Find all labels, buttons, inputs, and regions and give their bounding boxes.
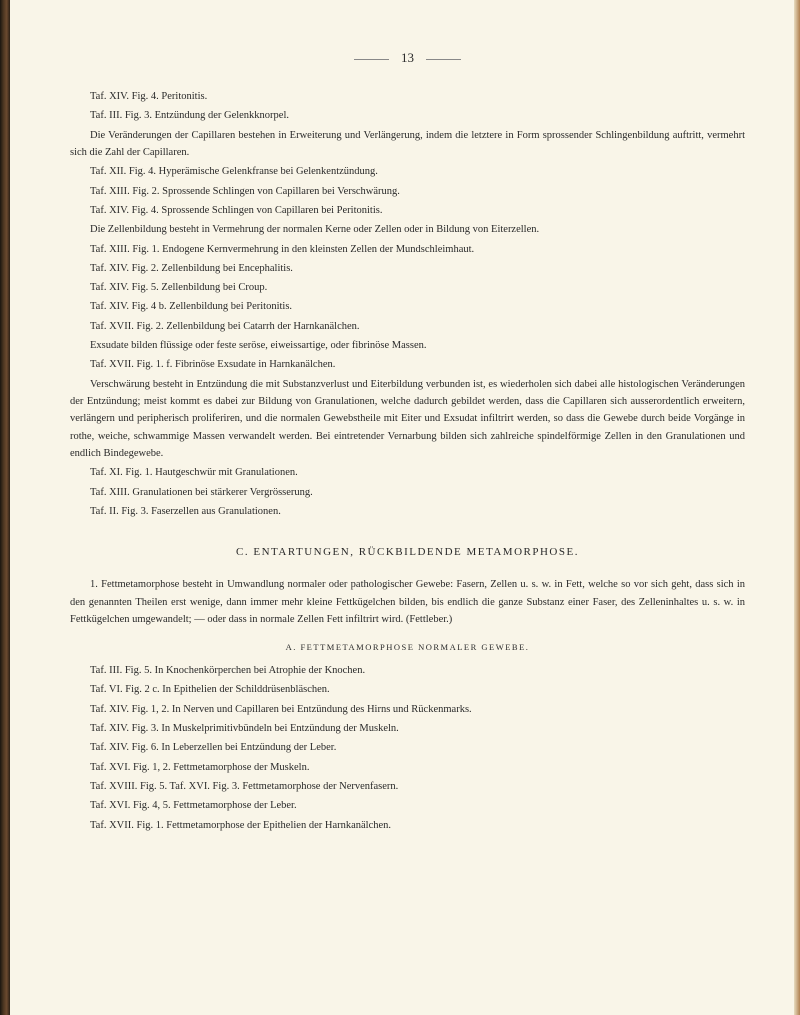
text-line: Taf. XIV. Fig. 4. Peritonitis. <box>70 88 745 105</box>
list-item: Taf. XVI. Fig. 4, 5. Fettmetamorphose de… <box>70 797 745 814</box>
list-item: Taf. VI. Fig. 2 c. In Epithelien der Sch… <box>70 681 745 698</box>
text-line: Taf. II. Fig. 3. Faserzellen aus Granula… <box>70 503 745 520</box>
list-item: Taf. XIV. Fig. 1, 2. In Nerven und Capil… <box>70 701 745 718</box>
text-line: Taf. XI. Fig. 1. Hautgeschwür mit Granul… <box>70 464 745 481</box>
list-item: Taf. XIV. Fig. 6. In Leberzellen bei Ent… <box>70 739 745 756</box>
text-line: Taf. XIII. Fig. 2. Sprossende Schlingen … <box>70 183 745 200</box>
list-item: Taf. XVII. Fig. 1. Fettmetamorphose der … <box>70 817 745 834</box>
section-heading-c: C. ENTARTUNGEN, RÜCKBILDENDE METAMORPHOS… <box>70 546 745 558</box>
text-line: Taf. III. Fig. 3. Entzündung der Gelenkk… <box>70 107 745 124</box>
text-line: Taf. XIII. Granulationen bei stärkerer V… <box>70 484 745 501</box>
text-line: Die Zellenbildung besteht in Vermehrung … <box>70 221 745 238</box>
list-item: Taf. XVI. Fig. 1, 2. Fettmetamorphose de… <box>70 759 745 776</box>
page-number: 13 <box>70 50 745 66</box>
text-line: Taf. XVII. Fig. 2. Zellenbildung bei Cat… <box>70 318 745 335</box>
text-paragraph: Verschwärung besteht in Entzündung die m… <box>70 376 745 463</box>
text-line: Taf. XIII. Fig. 1. Endogene Kernvermehru… <box>70 241 745 258</box>
text-line: Taf. XVII. Fig. 1. f. Fibrinöse Exsudate… <box>70 356 745 373</box>
section-c-paragraph: 1. Fettmetamorphose besteht in Umwandlun… <box>70 576 745 628</box>
text-line: Exsudate bilden flüssige oder feste serö… <box>70 337 745 354</box>
list-item: Taf. XIV. Fig. 3. In Muskelprimitivbünde… <box>70 720 745 737</box>
book-spine-edge <box>0 0 10 1015</box>
list-item: Taf. XVIII. Fig. 5. Taf. XVI. Fig. 3. Fe… <box>70 778 745 795</box>
text-line: Taf. XIV. Fig. 5. Zellenbildung bei Crou… <box>70 279 745 296</box>
text-line: Taf. XIV. Fig. 4 b. Zellenbildung bei Pe… <box>70 298 745 315</box>
list-item: Taf. III. Fig. 5. In Knochenkörperchen b… <box>70 662 745 679</box>
page-right-edge <box>794 0 800 1015</box>
text-line: Taf. XII. Fig. 4. Hyperämische Gelenkfra… <box>70 163 745 180</box>
text-line: Taf. XIV. Fig. 4. Sprossende Schlingen v… <box>70 202 745 219</box>
text-line: Taf. XIV. Fig. 2. Zellenbildung bei Ence… <box>70 260 745 277</box>
sub-heading-a: A. FETTMETAMORPHOSE NORMALER GEWEBE. <box>70 642 745 652</box>
text-paragraph: Die Veränderungen der Capillaren bestehe… <box>70 127 745 162</box>
